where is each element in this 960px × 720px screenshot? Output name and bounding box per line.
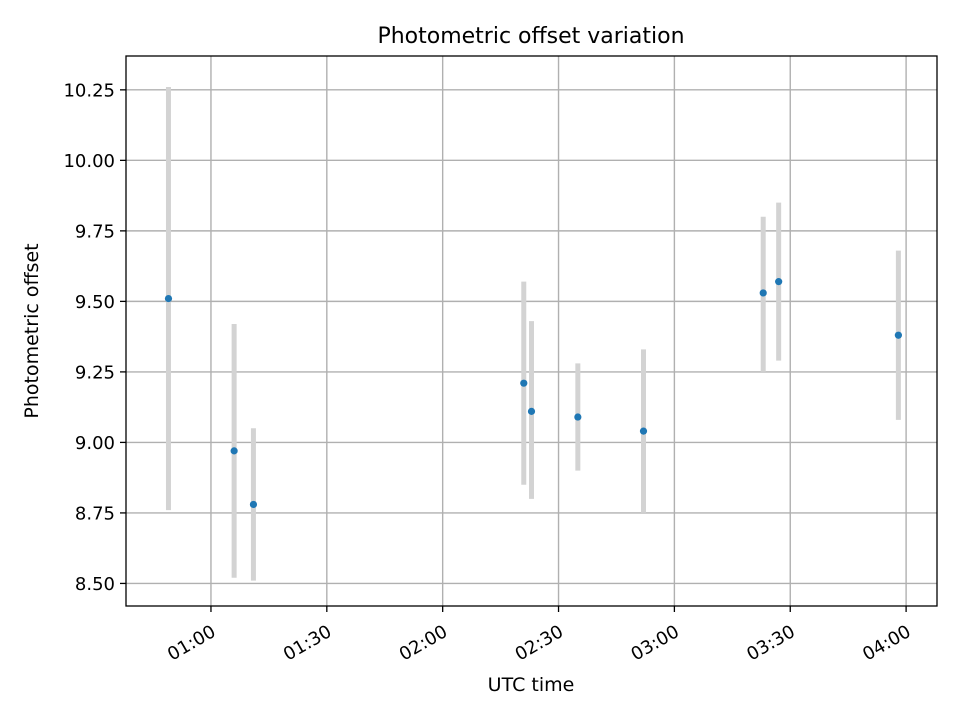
- y-tick-label: 8.75: [75, 503, 115, 524]
- y-tick-label: 9.00: [75, 433, 115, 454]
- y-tick-label: 10.00: [63, 151, 115, 172]
- data-point: [639, 427, 648, 435]
- data-point: [164, 294, 173, 303]
- y-axis-label: Photometric offset: [21, 243, 43, 418]
- y-tick-label: 9.25: [75, 362, 115, 383]
- y-tick-label: 8.50: [75, 574, 115, 595]
- data-point: [574, 413, 582, 421]
- x-axis-label: UTC time: [488, 674, 575, 696]
- y-axis: 8.50 8.75 9.00 9.25 9.50 9.75 10.00 10.25: [63, 80, 126, 595]
- data-point: [249, 500, 258, 509]
- plot-frame: [125, 55, 938, 607]
- data-point: [230, 447, 238, 455]
- y-tick-label: 10.25: [63, 80, 115, 101]
- data-point: [894, 331, 902, 339]
- data-point: [775, 278, 783, 286]
- y-tick-label: 9.50: [75, 292, 115, 313]
- chart-title: Photometric offset variation: [377, 24, 684, 49]
- y-tick-label: 9.75: [75, 221, 115, 242]
- plot-area: [125, 55, 938, 607]
- data-points: [164, 278, 902, 509]
- data-point: [527, 407, 536, 415]
- data-point: [759, 289, 767, 297]
- data-point: [520, 379, 528, 387]
